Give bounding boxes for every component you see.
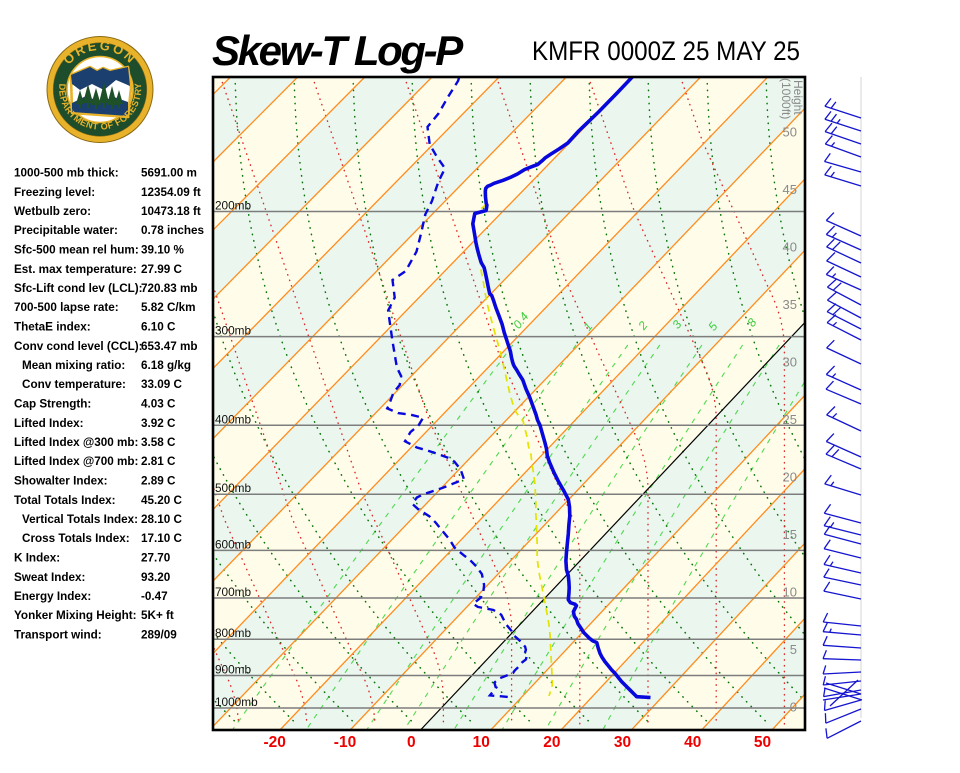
svg-text:Conv cond level (CCL):: Conv cond level (CCL):: [14, 340, 143, 353]
svg-text:40: 40: [783, 240, 797, 255]
svg-text:Yonker Mixing Height:: Yonker Mixing Height:: [14, 609, 137, 622]
svg-text:27.70: 27.70: [141, 552, 171, 565]
svg-text:6.10 C: 6.10 C: [141, 321, 176, 334]
svg-text:-0.47: -0.47: [141, 590, 168, 603]
svg-text:40: 40: [684, 734, 701, 751]
svg-text:Conv temperature:: Conv temperature:: [22, 378, 126, 391]
svg-text:20: 20: [783, 470, 797, 485]
svg-text:Lifted Index @700 mb:: Lifted Index @700 mb:: [14, 455, 138, 468]
svg-text:653.47 mb: 653.47 mb: [141, 340, 198, 353]
svg-text:0: 0: [407, 734, 416, 751]
svg-text:Mean mixing ratio:: Mean mixing ratio:: [22, 359, 125, 372]
svg-text:10: 10: [783, 585, 797, 600]
svg-text:KMFR 0000Z 25 MAY 25: KMFR 0000Z 25 MAY 25: [532, 36, 800, 66]
svg-text:Sweat Index:: Sweat Index:: [14, 571, 85, 584]
svg-text:600mb: 600mb: [215, 537, 252, 551]
svg-text:5691.00 m: 5691.00 m: [141, 167, 197, 180]
svg-text:35: 35: [783, 297, 797, 312]
svg-text:5.82 C/km: 5.82 C/km: [141, 301, 196, 314]
svg-text:3.92 C: 3.92 C: [141, 417, 176, 430]
svg-text:3.58 C: 3.58 C: [141, 436, 176, 449]
svg-text:Est. max temperature:: Est. max temperature:: [14, 263, 137, 276]
svg-text:45.20 C: 45.20 C: [141, 494, 182, 507]
svg-text:4.03 C: 4.03 C: [141, 398, 176, 411]
svg-text:K Index:: K Index:: [14, 552, 60, 565]
svg-text:400mb: 400mb: [215, 412, 252, 426]
svg-text:1000-500 mb thick:: 1000-500 mb thick:: [14, 167, 119, 180]
svg-text:0: 0: [790, 700, 797, 715]
svg-text:Total Totals Index:: Total Totals Index:: [14, 494, 116, 507]
svg-text:39.10 %: 39.10 %: [141, 244, 184, 257]
svg-text:700mb: 700mb: [215, 585, 252, 599]
svg-text:Precipitable water:: Precipitable water:: [14, 224, 118, 237]
svg-text:25: 25: [783, 412, 797, 427]
svg-text:ThetaE index:: ThetaE index:: [14, 321, 91, 334]
svg-text:Showalter Index:: Showalter Index:: [14, 475, 108, 488]
svg-text:900mb: 900mb: [215, 663, 252, 677]
svg-text:300mb: 300mb: [215, 324, 252, 338]
svg-text:33.09 C: 33.09 C: [141, 378, 182, 391]
svg-text:0.78 inches: 0.78 inches: [141, 224, 205, 237]
svg-text:-20: -20: [263, 734, 285, 751]
svg-text:-10: -10: [334, 734, 356, 751]
svg-text:200mb: 200mb: [215, 199, 252, 213]
svg-text:Skew-T Log-P: Skew-T Log-P: [212, 27, 464, 74]
svg-text:1000mb: 1000mb: [215, 695, 258, 709]
svg-text:5: 5: [790, 642, 797, 657]
svg-text:500mb: 500mb: [215, 481, 252, 495]
svg-text:Energy Index:: Energy Index:: [14, 590, 91, 603]
svg-text:20: 20: [543, 734, 560, 751]
svg-text:Sfc-Lift cond lev (LCL):: Sfc-Lift cond lev (LCL):: [14, 282, 143, 295]
svg-text:289/09: 289/09: [141, 629, 177, 642]
svg-text:28.10 C: 28.10 C: [141, 513, 182, 526]
svg-text:Transport wind:: Transport wind:: [14, 629, 102, 642]
svg-text:Cap Strength:: Cap Strength:: [14, 398, 91, 411]
svg-text:Freezing level:: Freezing level:: [14, 186, 95, 199]
svg-text:93.20: 93.20: [141, 571, 171, 584]
svg-text:50: 50: [754, 734, 771, 751]
svg-text:30: 30: [614, 734, 631, 751]
svg-text:10: 10: [473, 734, 490, 751]
svg-text:50: 50: [783, 125, 797, 140]
svg-text:17.10 C: 17.10 C: [141, 532, 182, 545]
svg-text:45: 45: [783, 182, 797, 197]
svg-text:700-500 lapse rate:: 700-500 lapse rate:: [14, 301, 119, 314]
svg-text:12354.09 ft: 12354.09 ft: [141, 186, 201, 199]
svg-text:30: 30: [783, 355, 797, 370]
svg-text:(1000ft): (1000ft): [779, 78, 793, 119]
svg-text:10473.18 ft: 10473.18 ft: [141, 205, 201, 218]
svg-text:15: 15: [783, 527, 797, 542]
svg-text:Lifted Index @300 mb:: Lifted Index @300 mb:: [14, 436, 138, 449]
svg-text:5K+ ft: 5K+ ft: [141, 609, 174, 622]
svg-text:27.99 C: 27.99 C: [141, 263, 182, 276]
svg-text:2.89 C: 2.89 C: [141, 475, 176, 488]
svg-text:720.83 mb: 720.83 mb: [141, 282, 198, 295]
svg-text:800mb: 800mb: [215, 626, 252, 640]
svg-text:Vertical Totals Index:: Vertical Totals Index:: [22, 513, 138, 526]
svg-text:6.18 g/kg: 6.18 g/kg: [141, 359, 191, 372]
svg-text:2.81 C: 2.81 C: [141, 455, 176, 468]
svg-text:Wetbulb zero:: Wetbulb zero:: [14, 205, 91, 218]
svg-text:Cross Totals Index:: Cross Totals Index:: [22, 532, 130, 545]
svg-text:Sfc-500 mean rel hum:: Sfc-500 mean rel hum:: [14, 244, 139, 257]
svg-text:Lifted Index:: Lifted Index:: [14, 417, 83, 430]
